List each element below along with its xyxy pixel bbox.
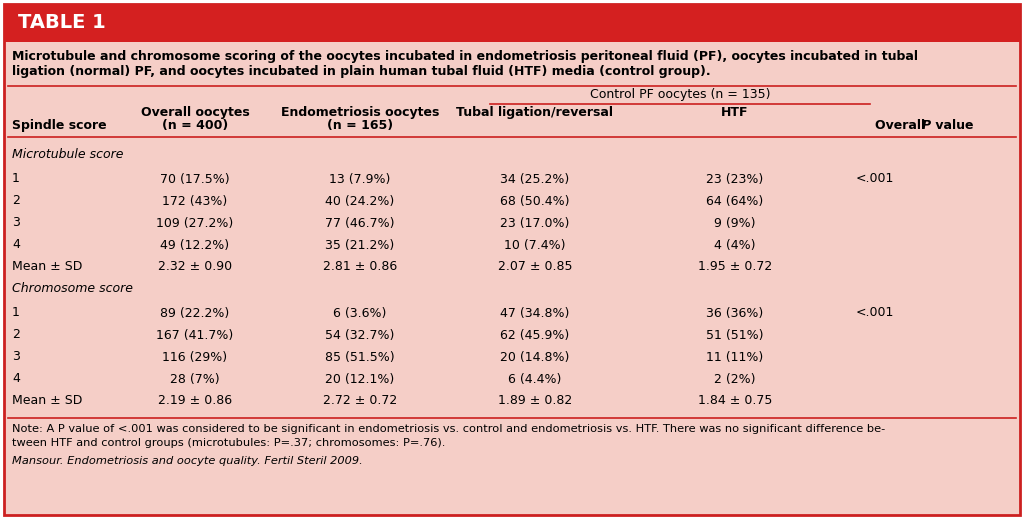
Text: 47 (34.8%): 47 (34.8%) (501, 307, 569, 320)
Text: 2: 2 (12, 329, 19, 342)
Text: 34 (25.2%): 34 (25.2%) (501, 172, 569, 185)
Text: 28 (7%): 28 (7%) (170, 373, 220, 386)
Text: 2.81 ± 0.86: 2.81 ± 0.86 (323, 261, 397, 274)
Text: 2.72 ± 0.72: 2.72 ± 0.72 (323, 394, 397, 407)
Text: ligation (normal) PF, and oocytes incubated in plain human tubal fluid (HTF) med: ligation (normal) PF, and oocytes incuba… (12, 65, 711, 78)
Text: 4: 4 (12, 239, 19, 252)
Text: 1.95 ± 0.72: 1.95 ± 0.72 (698, 261, 772, 274)
Text: 2: 2 (12, 195, 19, 208)
Text: 116 (29%): 116 (29%) (163, 350, 227, 363)
Text: 11 (11%): 11 (11%) (707, 350, 764, 363)
Text: Note: A P value of <.001 was considered to be significant in endometriosis vs. c: Note: A P value of <.001 was considered … (12, 424, 886, 434)
Text: 1: 1 (12, 307, 19, 320)
Text: 9 (9%): 9 (9%) (715, 216, 756, 229)
Text: 64 (64%): 64 (64%) (707, 195, 764, 208)
Text: HTF: HTF (721, 106, 749, 119)
Text: Endometriosis oocytes: Endometriosis oocytes (281, 106, 439, 119)
Text: 4 (4%): 4 (4%) (715, 239, 756, 252)
Text: 49 (12.2%): 49 (12.2%) (161, 239, 229, 252)
Text: 10 (7.4%): 10 (7.4%) (504, 239, 565, 252)
Text: 1.89 ± 0.82: 1.89 ± 0.82 (498, 394, 572, 407)
Text: 2.07 ± 0.85: 2.07 ± 0.85 (498, 261, 572, 274)
Text: 172 (43%): 172 (43%) (163, 195, 227, 208)
Text: 23 (17.0%): 23 (17.0%) (501, 216, 569, 229)
Text: <.001: <.001 (856, 172, 894, 185)
Text: 3: 3 (12, 216, 19, 229)
Text: value: value (931, 119, 974, 132)
Text: Spindle score: Spindle score (12, 119, 106, 132)
Text: 6 (3.6%): 6 (3.6%) (334, 307, 387, 320)
Text: 85 (51.5%): 85 (51.5%) (326, 350, 395, 363)
Text: Tubal ligation/reversal: Tubal ligation/reversal (457, 106, 613, 119)
Bar (4, 4, 1020, 42)
Text: (n = 165): (n = 165) (327, 119, 393, 132)
Text: 2.19 ± 0.86: 2.19 ± 0.86 (158, 394, 232, 407)
Text: <.001: <.001 (856, 307, 894, 320)
Text: 20 (12.1%): 20 (12.1%) (326, 373, 394, 386)
Text: 167 (41.7%): 167 (41.7%) (157, 329, 233, 342)
Text: Control PF oocytes (n = 135): Control PF oocytes (n = 135) (590, 88, 770, 101)
Text: 68 (50.4%): 68 (50.4%) (501, 195, 569, 208)
Text: 36 (36%): 36 (36%) (707, 307, 764, 320)
Text: 62 (45.9%): 62 (45.9%) (501, 329, 569, 342)
Text: Overall oocytes: Overall oocytes (140, 106, 250, 119)
Text: Chromosome score: Chromosome score (12, 282, 133, 295)
Text: TABLE 1: TABLE 1 (18, 13, 105, 33)
Text: 109 (27.2%): 109 (27.2%) (157, 216, 233, 229)
Text: 13 (7.9%): 13 (7.9%) (330, 172, 391, 185)
Text: 1: 1 (12, 172, 19, 185)
Text: Mean ± SD: Mean ± SD (12, 261, 82, 274)
Text: 89 (22.2%): 89 (22.2%) (161, 307, 229, 320)
Text: P: P (922, 119, 931, 132)
Text: 1.84 ± 0.75: 1.84 ± 0.75 (697, 394, 772, 407)
Text: 35 (21.2%): 35 (21.2%) (326, 239, 394, 252)
Text: Microtubule and chromosome scoring of the oocytes incubated in endometriosis per: Microtubule and chromosome scoring of th… (12, 50, 918, 63)
Text: 20 (14.8%): 20 (14.8%) (501, 350, 569, 363)
Text: Microtubule score: Microtubule score (12, 148, 124, 161)
Text: 4: 4 (12, 373, 19, 386)
Text: 2.32 ± 0.90: 2.32 ± 0.90 (158, 261, 232, 274)
Text: Mean ± SD: Mean ± SD (12, 394, 82, 407)
Text: (n = 400): (n = 400) (162, 119, 228, 132)
Text: 40 (24.2%): 40 (24.2%) (326, 195, 394, 208)
Text: 51 (51%): 51 (51%) (707, 329, 764, 342)
Text: Overall: Overall (874, 119, 930, 132)
Text: 2 (2%): 2 (2%) (715, 373, 756, 386)
Text: 3: 3 (12, 350, 19, 363)
Text: tween HTF and control groups (microtubules: P=.37; chromosomes: P=.76).: tween HTF and control groups (microtubul… (12, 438, 445, 448)
Text: 54 (32.7%): 54 (32.7%) (326, 329, 394, 342)
Text: 23 (23%): 23 (23%) (707, 172, 764, 185)
Text: 6 (4.4%): 6 (4.4%) (508, 373, 562, 386)
Text: 70 (17.5%): 70 (17.5%) (160, 172, 229, 185)
Text: 77 (46.7%): 77 (46.7%) (326, 216, 394, 229)
Text: Mansour. Endometriosis and oocyte quality. Fertil Steril 2009.: Mansour. Endometriosis and oocyte qualit… (12, 456, 362, 466)
